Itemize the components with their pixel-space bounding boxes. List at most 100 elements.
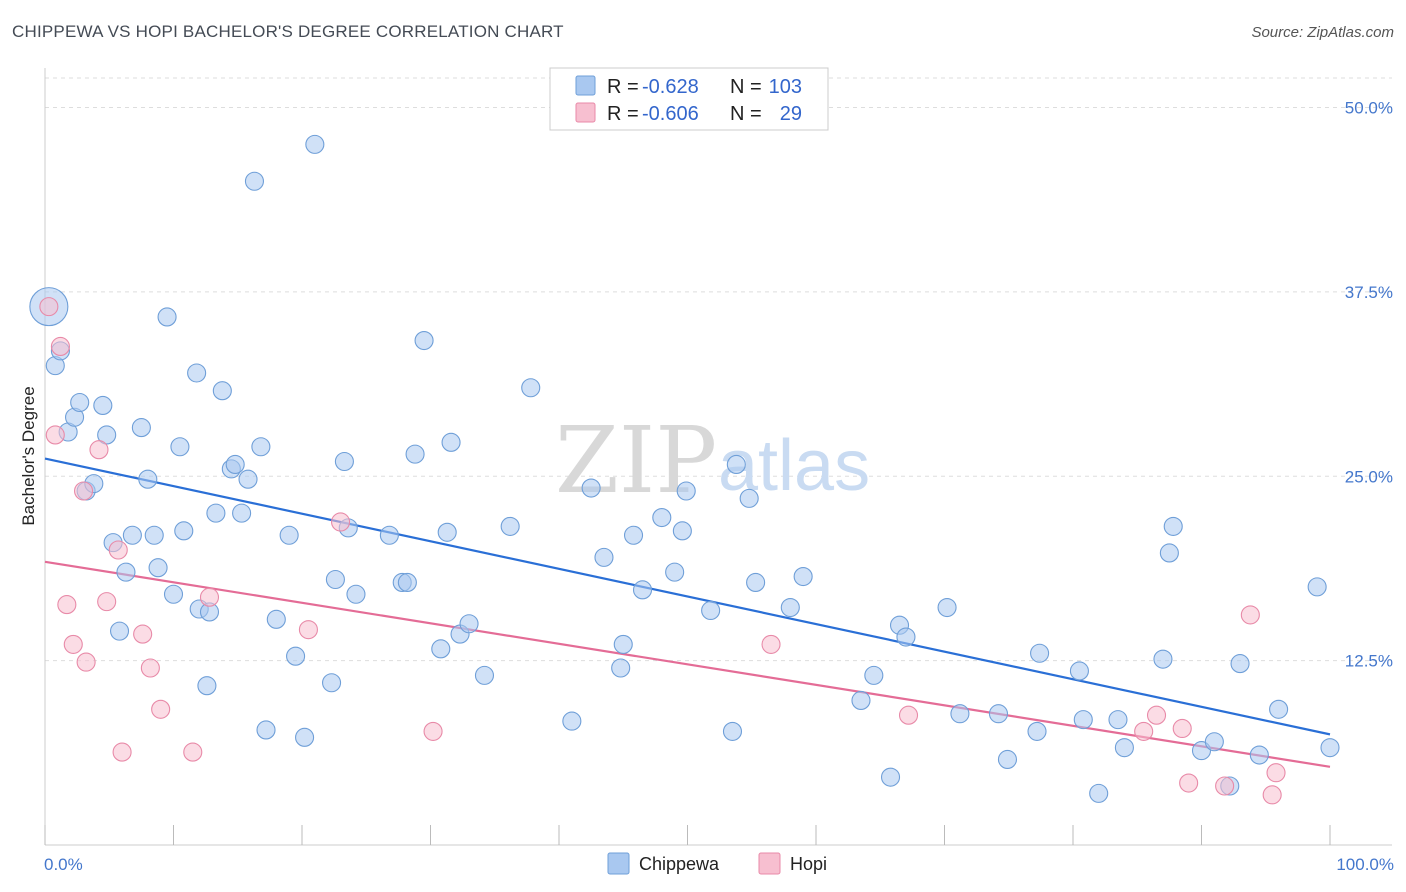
chippewa-point-96	[1204, 732, 1224, 752]
legend-box: R = -0.628 N = 103 R = -0.606 N = 29	[549, 67, 829, 131]
chippewa-point-72	[739, 488, 759, 508]
legend-n-label-hopi: N =	[730, 103, 762, 125]
chippewa-trend-line	[44, 457, 1331, 736]
chippewa-point-24	[197, 676, 217, 696]
hopi-point-16	[298, 620, 318, 640]
chippewa-point-73	[746, 572, 766, 593]
chippewa-point-16	[144, 525, 164, 545]
chippewa-point-61	[611, 658, 631, 678]
chippewa-point-71	[726, 454, 746, 475]
y-tick-label-0: 12.5%	[1345, 652, 1393, 671]
hopi-point-17	[330, 512, 351, 532]
chippewa-point-14	[131, 418, 151, 438]
y-axis-label: Bachelor's Degree	[19, 386, 38, 525]
legend-r-label-chippewa: R =	[607, 76, 639, 98]
chippewa-point-21	[174, 521, 194, 541]
chippewa-point-47	[397, 572, 417, 593]
legend-n-value-hopi: 29	[780, 103, 802, 125]
chippewa-point-36	[279, 525, 299, 545]
axes	[44, 68, 1392, 846]
bottom-legend-swatch-hopi	[758, 852, 781, 875]
chippewa-point-13	[122, 525, 142, 545]
chippewa-point-92	[1153, 649, 1173, 669]
data-points	[29, 134, 1340, 805]
chippewa-point-63	[623, 525, 644, 545]
chippewa-point-98	[1230, 654, 1250, 674]
x-tick-label-min: 0.0%	[44, 855, 83, 874]
hopi-point-8	[97, 592, 117, 612]
hopi-point-18	[423, 721, 443, 741]
chippewa-point-19	[163, 584, 184, 604]
chippewa-point-26	[206, 503, 226, 523]
chippewa-point-102	[1320, 738, 1340, 758]
chippewa-point-35	[266, 609, 286, 629]
hopi-point-14	[183, 742, 203, 762]
hopi-point-9	[108, 540, 128, 560]
chippewa-point-67	[672, 521, 692, 541]
chippewa-point-94	[1163, 516, 1183, 536]
trend-lines	[44, 457, 1331, 768]
chippewa-point-83	[988, 704, 1009, 724]
hopi-point-11	[133, 624, 153, 644]
legend-r-value-hopi: -0.606	[642, 103, 699, 125]
hopi-point-5	[74, 481, 94, 501]
hopi-point-12	[140, 658, 160, 678]
chippewa-point-38	[295, 727, 315, 747]
hopi-point-20	[898, 705, 919, 725]
legend-n-label-chippewa: N =	[730, 76, 762, 98]
hopi-point-2	[50, 336, 70, 357]
chippewa-point-88	[1073, 710, 1093, 730]
hopi-point-4	[63, 634, 83, 654]
chippewa-point-54	[459, 614, 479, 634]
hopi-point-27	[1262, 785, 1282, 805]
chippewa-point-66	[665, 562, 685, 582]
chippewa-point-33	[251, 437, 271, 457]
chippewa-point-64	[632, 580, 653, 600]
chippewa-point-18	[157, 307, 177, 327]
gridlines	[45, 77, 1392, 662]
chippewa-point-15	[138, 469, 158, 489]
hopi-trend-line	[44, 560, 1331, 768]
chippewa-point-100	[1269, 699, 1289, 719]
chippewa-point-12	[116, 562, 136, 582]
y-tick-label-1: 25.0%	[1345, 467, 1393, 486]
chippewa-point-56	[500, 516, 520, 536]
bottom-legend-swatch-chippewa	[607, 852, 630, 875]
chippewa-point-93	[1159, 543, 1179, 563]
chippewa-point-84	[997, 749, 1018, 770]
chart-source: Source: ZipAtlas.com	[1251, 24, 1394, 41]
chippewa-point-27	[212, 381, 232, 401]
chippewa-point-78	[880, 767, 901, 787]
chippewa-point-44	[346, 584, 366, 604]
chippewa-point-42	[334, 451, 354, 472]
chippewa-point-39	[305, 134, 325, 154]
chippewa-point-41	[325, 569, 345, 590]
chippewa-point-57	[521, 378, 541, 398]
x-tick-label-max: 100.0%	[1336, 855, 1394, 874]
hopi-point-7	[89, 440, 109, 460]
chippewa-point-59	[581, 478, 601, 498]
hopi-point-3	[57, 595, 77, 615]
chippewa-point-77	[864, 665, 884, 685]
legend-swatch-chippewa	[575, 75, 596, 96]
legend-swatch-hopi	[575, 102, 596, 123]
chippewa-point-40	[322, 673, 342, 693]
chart-title: CHIPPEWA VS HOPI BACHELOR'S DEGREE CORRE…	[12, 22, 564, 41]
chippewa-point-99	[1249, 745, 1269, 765]
chippewa-point-34	[256, 720, 276, 740]
chippewa-point-9	[97, 425, 117, 445]
chippewa-point-101	[1307, 577, 1327, 597]
chippewa-point-37	[286, 646, 306, 666]
chippewa-point-74	[780, 597, 800, 618]
chippewa-point-62	[613, 634, 633, 654]
chippewa-point-5	[70, 392, 90, 413]
chippewa-point-82	[950, 704, 970, 724]
chippewa-point-8	[93, 395, 113, 416]
chippewa-point-50	[431, 639, 451, 659]
hopi-point-26	[1240, 605, 1260, 625]
chippewa-point-65	[652, 507, 672, 528]
y-tick-label-2: 37.5%	[1345, 283, 1393, 302]
chippewa-point-90	[1108, 710, 1128, 730]
hopi-point-0	[39, 297, 59, 317]
